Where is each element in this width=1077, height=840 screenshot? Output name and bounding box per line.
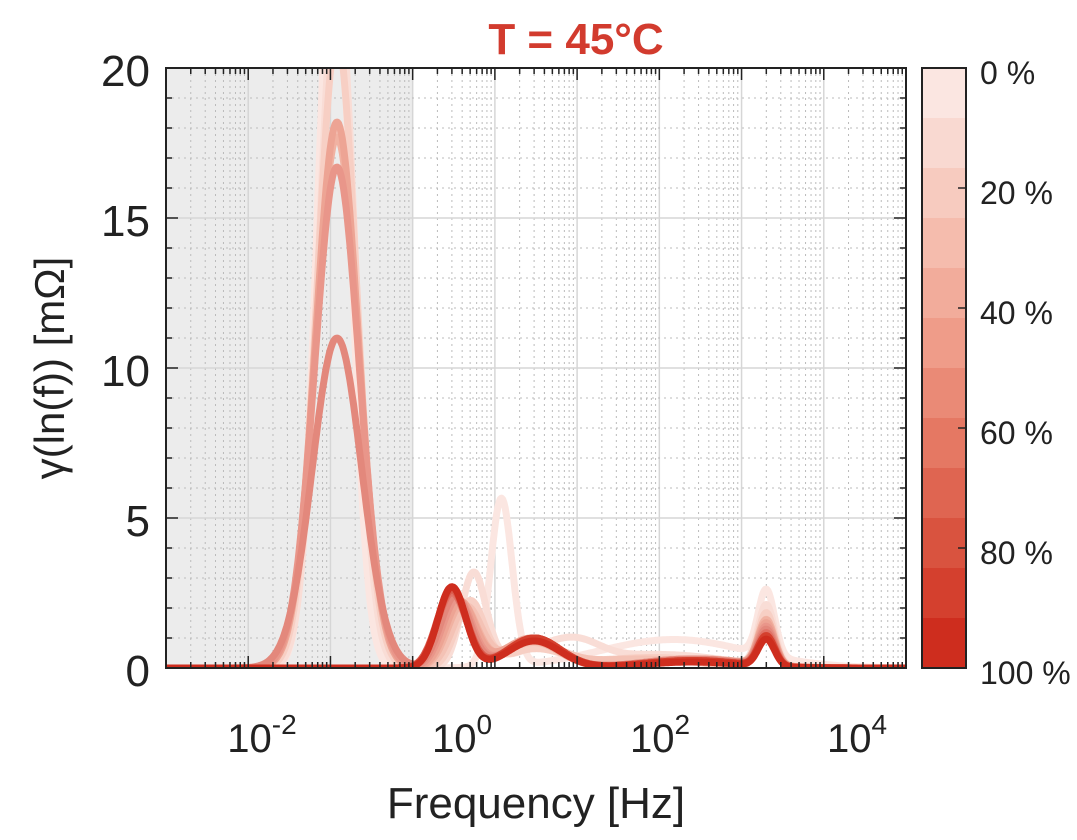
colorbar-label: 80 %	[980, 535, 1053, 571]
colorbar-frame	[921, 67, 967, 669]
y-tick-label: 5	[126, 497, 150, 546]
colorbar-swatch	[922, 68, 966, 119]
colorbar-swatch	[922, 318, 966, 369]
colorbar-swatch	[922, 118, 966, 169]
chart-title: T = 45°C	[488, 15, 663, 64]
colorbar-swatch	[922, 168, 966, 219]
grid	[166, 68, 906, 668]
colorbar-swatch	[922, 618, 966, 669]
colorbar: 0 % 20 % 40 % 60 % 80 % 100 %	[921, 55, 1071, 691]
y-tick-labels: 0 5 10 15 20	[101, 47, 150, 696]
y-tick-label: 10	[101, 347, 150, 396]
colorbar-label: 40 %	[980, 295, 1053, 331]
y-axis-label: γ(ln(f)) [mΩ]	[26, 257, 73, 480]
colorbar-ticks	[958, 67, 966, 669]
x-axis-label: Frequency [Hz]	[387, 779, 685, 828]
y-tick-label: 15	[101, 197, 150, 246]
colorbar-swatch	[922, 268, 966, 319]
colorbar-swatch	[922, 368, 966, 419]
colorbar-label: 60 %	[980, 415, 1053, 451]
colorbar-swatches	[922, 68, 966, 669]
colorbar-swatch	[922, 418, 966, 469]
series-line	[166, 583, 906, 668]
x-tick-labels: 10-2 100 102 104	[227, 709, 887, 761]
colorbar-label: 0 %	[980, 55, 1035, 91]
colorbar-swatch	[922, 468, 966, 519]
x-tick-label: 10-2	[227, 709, 296, 761]
y-tick-label: 0	[126, 647, 150, 696]
colorbar-label: 100 %	[980, 655, 1071, 691]
colorbar-label: 20 %	[980, 175, 1053, 211]
axis-ticks	[166, 67, 906, 669]
x-tick-label: 102	[630, 709, 690, 761]
x-tick-label: 100	[432, 709, 492, 761]
series-lines	[166, 68, 906, 668]
colorbar-swatch	[922, 218, 966, 269]
x-tick-label: 104	[827, 709, 887, 761]
y-tick-label: 20	[101, 47, 150, 96]
colorbar-swatch	[922, 568, 966, 619]
plot-area	[165, 67, 907, 669]
colorbar-swatch	[922, 518, 966, 569]
